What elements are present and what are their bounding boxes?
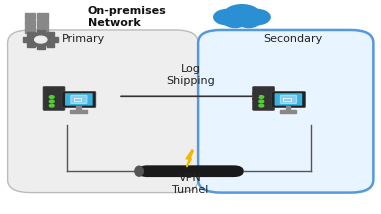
Circle shape xyxy=(238,15,260,28)
Bar xyxy=(46,32,54,36)
Bar xyxy=(37,30,45,34)
Bar xyxy=(37,20,48,26)
Bar xyxy=(46,43,54,47)
FancyBboxPatch shape xyxy=(272,91,305,108)
Bar xyxy=(25,20,35,26)
FancyBboxPatch shape xyxy=(65,93,93,106)
FancyBboxPatch shape xyxy=(71,95,87,103)
Bar xyxy=(286,106,290,111)
FancyBboxPatch shape xyxy=(43,86,65,110)
Bar xyxy=(37,45,45,49)
FancyBboxPatch shape xyxy=(275,93,302,106)
Circle shape xyxy=(50,96,54,98)
Bar xyxy=(25,13,35,19)
Bar xyxy=(51,37,58,42)
Circle shape xyxy=(259,104,264,107)
Bar xyxy=(77,106,80,111)
Circle shape xyxy=(35,36,47,43)
Polygon shape xyxy=(186,149,192,167)
Circle shape xyxy=(50,104,54,107)
Text: Log
Shipping: Log Shipping xyxy=(166,64,215,86)
Text: Primary: Primary xyxy=(62,34,106,43)
Circle shape xyxy=(259,96,264,98)
FancyBboxPatch shape xyxy=(137,165,244,177)
Bar xyxy=(37,13,48,19)
Bar xyxy=(23,37,31,42)
Bar xyxy=(27,43,35,47)
Bar xyxy=(74,98,81,101)
Text: Secondary: Secondary xyxy=(264,34,323,43)
Circle shape xyxy=(214,9,241,25)
Circle shape xyxy=(243,9,270,25)
Bar xyxy=(37,27,48,33)
Bar xyxy=(25,27,35,33)
Bar xyxy=(280,110,296,113)
Text: On-premises
Network: On-premises Network xyxy=(88,6,166,28)
Circle shape xyxy=(259,100,264,103)
FancyBboxPatch shape xyxy=(280,95,296,103)
Circle shape xyxy=(224,5,260,25)
Circle shape xyxy=(224,15,246,28)
Ellipse shape xyxy=(135,166,143,176)
FancyBboxPatch shape xyxy=(198,30,373,193)
Circle shape xyxy=(29,33,53,46)
FancyBboxPatch shape xyxy=(8,30,198,193)
FancyBboxPatch shape xyxy=(62,91,96,108)
Bar xyxy=(27,32,35,36)
Bar xyxy=(283,98,291,101)
FancyBboxPatch shape xyxy=(253,86,274,110)
Bar xyxy=(70,110,87,113)
Polygon shape xyxy=(187,150,194,166)
Text: VPN
Tunnel: VPN Tunnel xyxy=(172,173,209,195)
Circle shape xyxy=(50,100,54,103)
